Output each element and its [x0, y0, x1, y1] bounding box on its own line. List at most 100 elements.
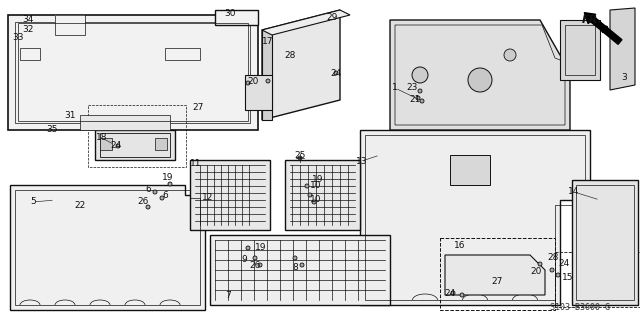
Text: 5: 5: [30, 197, 36, 206]
Text: FR.: FR.: [582, 15, 603, 25]
Text: 6: 6: [145, 186, 151, 195]
Polygon shape: [8, 15, 258, 130]
Circle shape: [451, 291, 455, 295]
Text: 11: 11: [190, 159, 202, 167]
Polygon shape: [450, 155, 490, 185]
Text: 28: 28: [284, 50, 296, 60]
Text: 26: 26: [138, 197, 148, 206]
Polygon shape: [390, 20, 570, 130]
Bar: [155, 138, 167, 150]
Circle shape: [153, 190, 157, 194]
Text: 19: 19: [255, 243, 267, 253]
Text: 1: 1: [392, 84, 398, 93]
Circle shape: [504, 49, 516, 61]
Circle shape: [293, 256, 297, 260]
Circle shape: [416, 96, 420, 100]
Text: 16: 16: [454, 241, 466, 249]
Polygon shape: [10, 185, 205, 310]
Circle shape: [308, 193, 312, 197]
Circle shape: [300, 263, 304, 267]
Polygon shape: [285, 160, 360, 230]
Text: 20: 20: [247, 78, 259, 86]
Text: 24: 24: [110, 142, 122, 151]
Polygon shape: [165, 48, 200, 60]
Polygon shape: [20, 48, 40, 60]
Circle shape: [246, 246, 250, 250]
Circle shape: [253, 256, 257, 260]
Polygon shape: [95, 130, 175, 160]
Circle shape: [460, 293, 464, 297]
Text: 17: 17: [262, 38, 274, 47]
Circle shape: [146, 205, 150, 209]
Text: 24: 24: [330, 69, 342, 78]
Polygon shape: [262, 10, 350, 35]
Text: 3: 3: [621, 73, 627, 83]
Text: 31: 31: [64, 110, 76, 120]
Text: 34: 34: [22, 14, 34, 24]
Text: 23: 23: [406, 84, 418, 93]
Text: 14: 14: [568, 188, 580, 197]
Circle shape: [258, 263, 262, 267]
Text: 13: 13: [356, 157, 368, 166]
Polygon shape: [560, 20, 600, 80]
Polygon shape: [245, 75, 272, 110]
Circle shape: [418, 89, 422, 93]
Circle shape: [266, 79, 270, 83]
Circle shape: [246, 81, 250, 85]
Polygon shape: [210, 235, 390, 305]
Polygon shape: [55, 15, 85, 35]
Bar: [440, 238, 555, 310]
Text: 25: 25: [294, 151, 306, 160]
Circle shape: [305, 184, 309, 188]
Text: 6: 6: [162, 190, 168, 199]
Text: 27: 27: [492, 277, 502, 286]
Polygon shape: [262, 30, 272, 120]
Text: 12: 12: [202, 194, 214, 203]
Text: 20: 20: [531, 268, 541, 277]
Bar: [555, 252, 640, 307]
Text: 21: 21: [410, 95, 420, 105]
Polygon shape: [360, 130, 590, 305]
Polygon shape: [80, 115, 170, 130]
Bar: [88, 105, 186, 167]
Circle shape: [412, 67, 428, 83]
Text: 33: 33: [12, 33, 24, 41]
Text: 35: 35: [46, 125, 58, 135]
Circle shape: [116, 144, 120, 148]
Circle shape: [420, 99, 424, 103]
Text: 19: 19: [312, 175, 324, 184]
Bar: [100, 138, 112, 150]
Text: 24: 24: [558, 258, 570, 268]
Text: 30: 30: [224, 10, 236, 19]
Text: 15: 15: [563, 273, 573, 283]
Text: 10: 10: [310, 181, 322, 189]
Text: 24: 24: [444, 290, 456, 299]
Text: 18: 18: [96, 133, 108, 143]
Text: 7: 7: [225, 292, 231, 300]
Circle shape: [556, 273, 560, 277]
Circle shape: [168, 182, 172, 186]
Polygon shape: [572, 180, 638, 305]
Polygon shape: [445, 255, 545, 295]
Text: 10: 10: [310, 196, 322, 204]
Polygon shape: [262, 10, 340, 120]
Text: 28: 28: [547, 254, 559, 263]
Circle shape: [468, 68, 492, 92]
Text: S103-B3600 G: S103-B3600 G: [550, 302, 610, 311]
Polygon shape: [610, 8, 635, 90]
Text: 8: 8: [292, 263, 298, 272]
Circle shape: [334, 71, 338, 75]
FancyArrow shape: [584, 13, 622, 44]
Circle shape: [160, 196, 164, 200]
Text: 27: 27: [192, 103, 204, 113]
Polygon shape: [215, 10, 258, 25]
Text: 22: 22: [74, 202, 86, 211]
Text: 19: 19: [163, 174, 173, 182]
Text: 9: 9: [241, 256, 247, 264]
Circle shape: [538, 262, 542, 266]
Polygon shape: [190, 160, 270, 230]
Text: 32: 32: [22, 25, 34, 33]
Text: 26: 26: [250, 261, 260, 270]
Circle shape: [298, 156, 302, 160]
Circle shape: [550, 268, 554, 272]
